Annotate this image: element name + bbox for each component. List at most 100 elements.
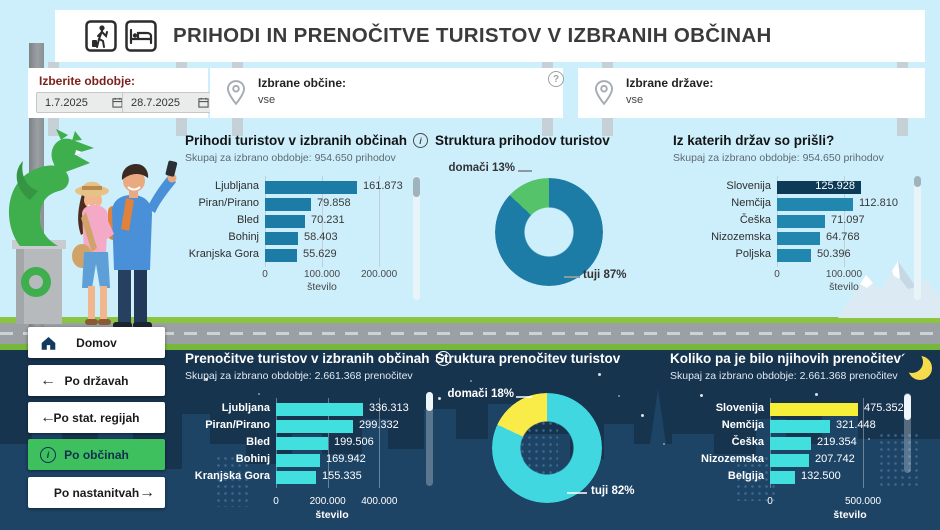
dragon-and-tourists-illustration (9, 129, 178, 329)
bar-Slovenija[interactable] (770, 403, 858, 416)
info-icon[interactable]: i (435, 351, 451, 366)
chart-subtitle: Skupaj za izbrano obdobje: 2.661.368 pre… (185, 370, 413, 382)
scrollbar-thumb[interactable] (426, 392, 433, 411)
bar-Nizozemska[interactable] (777, 232, 820, 245)
map-pin-icon (594, 80, 614, 106)
bar-Piran/Pirano[interactable] (276, 420, 353, 433)
value-label: 132.500 (801, 470, 841, 482)
value-label: 50.396 (817, 248, 851, 260)
bar-Češka[interactable] (770, 437, 811, 450)
value-label: 71.097 (831, 214, 865, 226)
bar-Piran/Pirano[interactable] (265, 198, 311, 211)
category-label: Slovenija (726, 180, 771, 192)
category-label: Poljska (735, 248, 771, 260)
gridline (379, 176, 381, 267)
overnight-countries-bar-chart: Koliko pa je bilo njihovih prenočitev? S… (665, 348, 932, 528)
value-label: 58.403 (304, 231, 338, 243)
value-label: 125.928 (815, 180, 855, 192)
arrival-countries-bar-chart: Iz katerih držav so prišli? Skupaj za iz… (668, 130, 925, 308)
chart-title: Prihodi turistov v izbranih občinah (185, 133, 408, 148)
donut-label-domestic: domači 13% (448, 162, 515, 174)
bar-Slovenija[interactable] (777, 181, 861, 194)
bar-Nizozemska[interactable] (770, 454, 809, 467)
value-label: 199.506 (334, 436, 374, 448)
date-to-input[interactable]: 28.7.2025 (122, 92, 215, 113)
scrollbar-thumb[interactable] (914, 176, 921, 187)
chart-title: Struktura prihodov turistov (435, 133, 610, 148)
bar-Bled[interactable] (276, 437, 328, 450)
value-label: 207.742 (815, 453, 855, 465)
bar-Nemčija[interactable] (777, 198, 853, 211)
category-label: Kranjska Gora (188, 248, 259, 260)
countries-filter-card[interactable]: Izbrane države: vse (578, 68, 925, 118)
mountain-illustration (838, 261, 940, 318)
help-icon[interactable]: ? (548, 71, 564, 87)
value-label: 299.332 (359, 419, 399, 431)
arrivals-structure-donut-chart: Struktura prihodov turistov domači 13% t… (430, 130, 665, 308)
tourist-walking-icon (85, 20, 117, 52)
category-label: Kranjska Gora (194, 470, 270, 482)
scrollbar-thumb[interactable] (904, 394, 911, 420)
menu-item-po-drzavah[interactable]: ← Po državah (28, 365, 165, 396)
date-from-input[interactable]: 1.7.2025 (36, 92, 129, 113)
axis-tick: 100.000 (825, 269, 863, 280)
chart-title: Iz katerih držav so prišli? (673, 133, 835, 148)
bar-Kranjska Gora[interactable] (265, 249, 297, 262)
star (868, 438, 870, 440)
value-label: 321.448 (836, 419, 876, 431)
building-windows (735, 455, 775, 501)
donut-label-line (567, 492, 587, 494)
bar-Ljubljana[interactable] (276, 403, 363, 416)
header-bar: PRIHODI IN PRENOČITVE TURISTOV V IZBRANI… (55, 10, 925, 62)
value-label: 161.873 (363, 180, 403, 192)
bar-Češka[interactable] (777, 215, 825, 228)
bar-Belgija[interactable] (770, 471, 795, 484)
gridline (843, 176, 845, 267)
menu-item-label: Po nastanitvah (53, 485, 140, 500)
category-label: Češka (731, 436, 764, 448)
donut-label-domestic: domači 18% (447, 388, 514, 400)
bed-icon (125, 20, 157, 52)
arrow-left-icon: ← (40, 371, 56, 389)
chart-subtitle: Skupaj za izbrano obdobje: 954.650 priho… (185, 152, 396, 164)
navigation-menu: Domov ← Po državah ← Po stat. regijah i … (28, 327, 165, 508)
menu-item-po-obcinah[interactable]: i Po občinah (28, 439, 165, 470)
star (618, 395, 620, 397)
menu-item-label: Po občinah (64, 447, 129, 462)
bar-Bled[interactable] (265, 215, 305, 228)
date-to-value: 28.7.2025 (131, 96, 180, 109)
value-label: 64.768 (826, 231, 860, 243)
bar-Nemčija[interactable] (770, 420, 830, 433)
map-pin-icon (226, 80, 246, 106)
star (300, 373, 302, 375)
value-label: 79.858 (317, 197, 351, 209)
bar-Bohinj[interactable] (276, 454, 320, 467)
bar-Bohinj[interactable] (265, 232, 298, 245)
countries-value: vse (626, 94, 644, 106)
bar-Ljubljana[interactable] (265, 181, 357, 194)
municipalities-filter-card[interactable]: Izbrane občine: vse (210, 68, 563, 118)
donut-label-foreign: tuji 82% (591, 485, 635, 497)
category-label: Bled (236, 214, 259, 226)
chart-title: Struktura prenočitev turistov (435, 351, 621, 366)
overnights-structure-donut-chart: Struktura prenočitev turistov domači 18%… (430, 348, 665, 528)
menu-item-domov[interactable]: Domov (28, 327, 165, 358)
x-axis-label: število (833, 509, 867, 521)
bar-Poljska[interactable] (777, 249, 811, 262)
menu-item-po-stat-regijah[interactable]: ← Po stat. regijah (28, 402, 165, 433)
donut[interactable] (495, 178, 603, 286)
scrollbar-track (914, 176, 921, 300)
info-icon[interactable]: i (413, 133, 429, 148)
scrollbar-thumb[interactable] (413, 177, 420, 197)
overnights-bar-chart: Prenočitve turistov v izbranih občinah i… (180, 348, 451, 528)
donut[interactable] (492, 393, 602, 503)
x-axis-label: število (315, 509, 349, 521)
value-label: 219.354 (817, 436, 857, 448)
menu-item-po-nastanitvah[interactable]: Po nastanitvah → (28, 477, 165, 508)
star (745, 458, 747, 460)
donut-label-line (516, 396, 532, 398)
axis-tick: 0 (767, 496, 773, 507)
bar-Kranjska Gora[interactable] (276, 471, 316, 484)
axis-tick: 200.000 (360, 269, 398, 280)
category-label: Ljubljana (214, 180, 259, 192)
